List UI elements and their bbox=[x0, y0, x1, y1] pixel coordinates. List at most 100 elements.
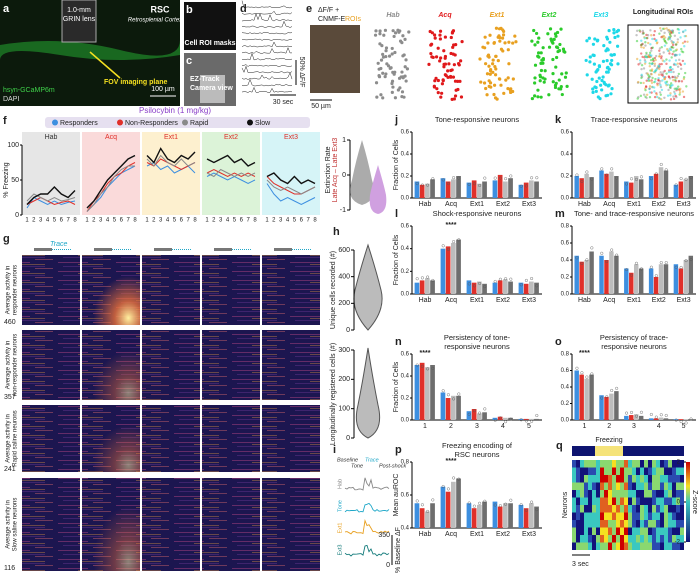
heat-cell bbox=[592, 475, 596, 483]
x-tick-label: 8 bbox=[253, 218, 257, 224]
roi-dot bbox=[585, 39, 589, 43]
heat-cell bbox=[676, 482, 680, 490]
x-tick-label: 8 bbox=[133, 218, 137, 224]
roi-dot bbox=[565, 84, 569, 88]
roi-dot bbox=[678, 53, 681, 56]
heat-cell bbox=[576, 527, 580, 535]
dot bbox=[415, 499, 419, 503]
dot bbox=[504, 277, 508, 281]
bar bbox=[609, 393, 614, 420]
heat-cell bbox=[576, 520, 580, 528]
scale-label: 350 bbox=[378, 532, 390, 539]
roi-dot bbox=[658, 82, 661, 85]
heat-cell bbox=[640, 490, 644, 498]
heat-cell bbox=[660, 512, 664, 520]
roi-dot bbox=[650, 54, 653, 57]
roi-dot bbox=[681, 59, 685, 63]
heat-cell bbox=[644, 482, 648, 490]
roi-dot bbox=[659, 71, 662, 74]
roi-dot bbox=[676, 74, 680, 78]
heat-cell bbox=[632, 535, 636, 543]
axis-label: Mean auROC bbox=[393, 474, 400, 517]
roi-dot bbox=[538, 73, 542, 77]
heat-cell bbox=[660, 542, 664, 550]
heat-cell bbox=[580, 527, 584, 535]
roi-dot bbox=[650, 81, 654, 85]
heat-cell bbox=[624, 505, 628, 513]
heat-cell bbox=[652, 460, 656, 468]
roi-dot bbox=[648, 51, 652, 55]
heat-cell bbox=[596, 520, 600, 528]
roi-image bbox=[184, 2, 236, 50]
heat-cell bbox=[596, 542, 600, 550]
heat-cell bbox=[668, 520, 672, 528]
roi-dot bbox=[483, 35, 487, 39]
bar bbox=[604, 396, 609, 420]
roi-dot bbox=[685, 85, 688, 88]
roi-dot bbox=[670, 84, 673, 88]
bar bbox=[445, 246, 451, 294]
dot bbox=[426, 275, 430, 279]
bar bbox=[599, 170, 604, 198]
dot bbox=[498, 416, 502, 420]
x-tick-label: Ext1 bbox=[470, 297, 484, 304]
bar bbox=[534, 418, 539, 420]
roi-dot bbox=[674, 94, 677, 98]
bar bbox=[523, 182, 529, 198]
y-tick-label: 0.2 bbox=[401, 396, 410, 402]
roi-dot bbox=[675, 87, 678, 90]
heat-cell bbox=[616, 497, 620, 505]
roi-dot bbox=[602, 44, 606, 48]
heat-cell bbox=[672, 475, 676, 483]
bar bbox=[482, 181, 487, 198]
roi-dot bbox=[493, 64, 497, 69]
roi-dot bbox=[403, 37, 407, 41]
panel-label: i bbox=[333, 444, 336, 456]
roi-dot bbox=[432, 33, 437, 37]
freezing-line bbox=[266, 172, 316, 185]
colorbar bbox=[686, 462, 690, 542]
heat-cell bbox=[628, 535, 632, 543]
roi-dot bbox=[393, 96, 398, 100]
roi-dot bbox=[439, 95, 443, 99]
dot bbox=[605, 260, 609, 264]
dot bbox=[530, 176, 534, 180]
roi-dot bbox=[653, 37, 656, 41]
roi-dot bbox=[504, 78, 508, 82]
heat-cell bbox=[652, 475, 656, 483]
roi-dot bbox=[674, 78, 677, 82]
y-tick-label: 0 bbox=[342, 172, 346, 179]
heat-cell bbox=[648, 475, 652, 483]
heat-cell bbox=[628, 490, 632, 498]
heat-cell bbox=[596, 490, 600, 498]
roi-dot bbox=[538, 79, 542, 83]
roi-dot bbox=[501, 28, 505, 32]
dot bbox=[639, 267, 643, 271]
panel-title: Tone- and trace-responsive neurons bbox=[574, 209, 694, 218]
panel-label: c bbox=[186, 55, 192, 67]
heat-cell bbox=[584, 475, 588, 483]
roi-dot bbox=[511, 77, 515, 81]
heat-cell bbox=[588, 475, 592, 483]
roi-dot bbox=[450, 68, 454, 72]
dot bbox=[630, 177, 634, 181]
roi-dot bbox=[651, 85, 654, 89]
bar bbox=[584, 260, 589, 294]
heat-cell bbox=[676, 467, 680, 475]
roi-dot bbox=[665, 72, 668, 75]
heat-cell bbox=[584, 482, 588, 490]
dot bbox=[654, 274, 658, 278]
roi-dot bbox=[585, 73, 589, 77]
dot bbox=[478, 411, 482, 415]
dot bbox=[467, 282, 471, 286]
roi-dot bbox=[639, 59, 642, 62]
roi-dot bbox=[400, 70, 404, 74]
panel-label: a bbox=[3, 3, 10, 15]
roi-dot bbox=[597, 64, 601, 68]
heat-cell bbox=[668, 535, 672, 543]
bar bbox=[482, 501, 487, 528]
dot bbox=[684, 177, 688, 181]
roi-dot bbox=[660, 57, 663, 60]
roi-dot bbox=[671, 52, 674, 56]
bar bbox=[663, 170, 669, 198]
